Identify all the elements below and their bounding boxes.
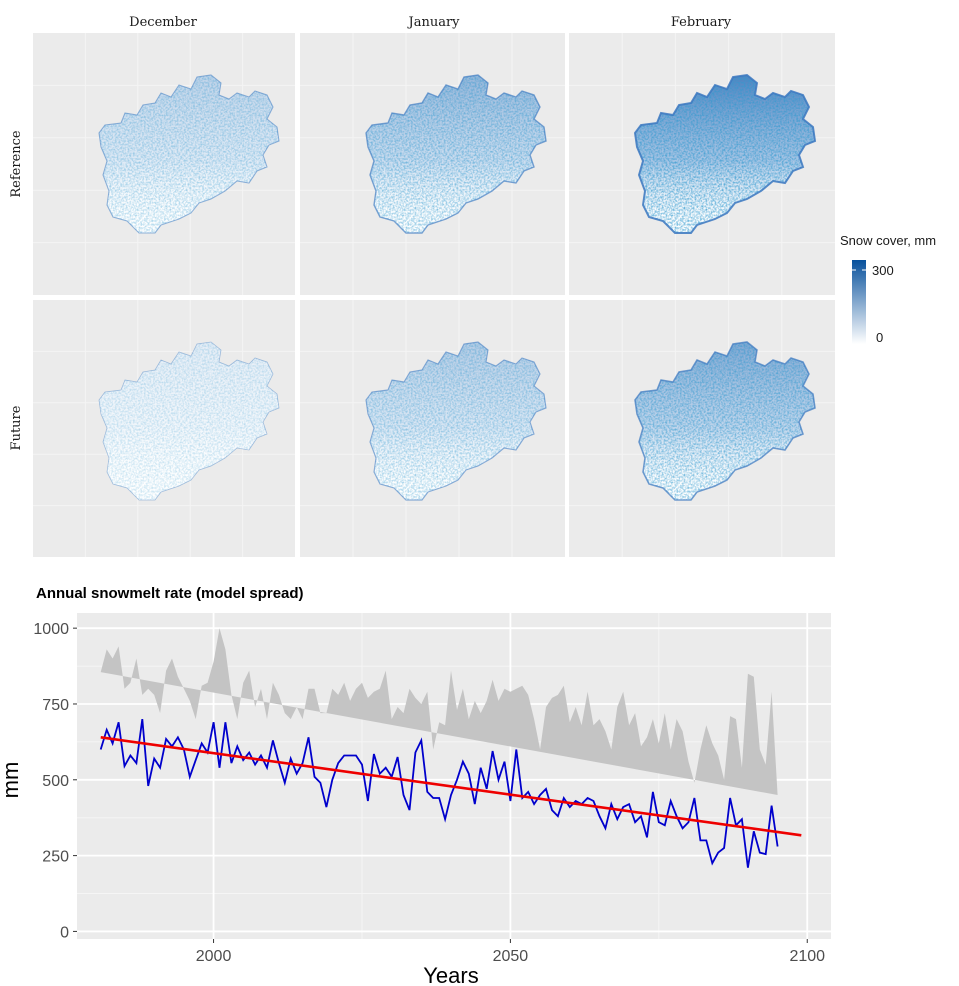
column-label-february: February	[671, 15, 732, 30]
model-spread-band	[100, 628, 778, 795]
y-axis-label: mm	[0, 762, 23, 799]
snow-cover-maps	[33, 33, 835, 557]
x-tick-label: 2050	[493, 948, 529, 965]
legend-title: Snow cover, mm	[840, 233, 936, 248]
map-panel-future-december	[33, 300, 295, 557]
x-axis-label: Years	[423, 963, 478, 986]
chart-axes: 0 250 500 750 1000 2000 2050 2100	[33, 621, 825, 965]
map-panel-reference-february	[569, 33, 835, 295]
chart-title: Annual snowmelt rate (model spread)	[36, 585, 304, 602]
map-panel-future-january	[300, 300, 565, 557]
column-label-december: December	[129, 15, 197, 30]
y-tick-label: 500	[42, 773, 69, 790]
map-panel-reference-january	[300, 33, 565, 295]
y-tick-label: 0	[60, 924, 69, 941]
y-tick-label: 1000	[33, 621, 69, 638]
row-label-future: Future	[9, 405, 24, 450]
trend-line	[100, 736, 802, 837]
snow-cover-legend: Snow cover, mm 300 0	[840, 233, 936, 345]
legend-colorbar	[852, 260, 866, 344]
map-panel-reference-december	[33, 33, 295, 295]
legend-min-label: 0	[876, 330, 883, 345]
x-tick-label: 2000	[196, 948, 232, 965]
mean-snowmelt-line	[99, 718, 779, 868]
legend-max-label: 300	[872, 263, 894, 278]
x-tick-label: 2100	[789, 948, 825, 965]
y-tick-label: 750	[42, 697, 69, 714]
column-label-january: January	[406, 15, 460, 30]
y-tick-label: 250	[42, 849, 69, 866]
map-panel-future-february	[569, 300, 835, 557]
row-label-reference: Reference	[9, 130, 24, 198]
